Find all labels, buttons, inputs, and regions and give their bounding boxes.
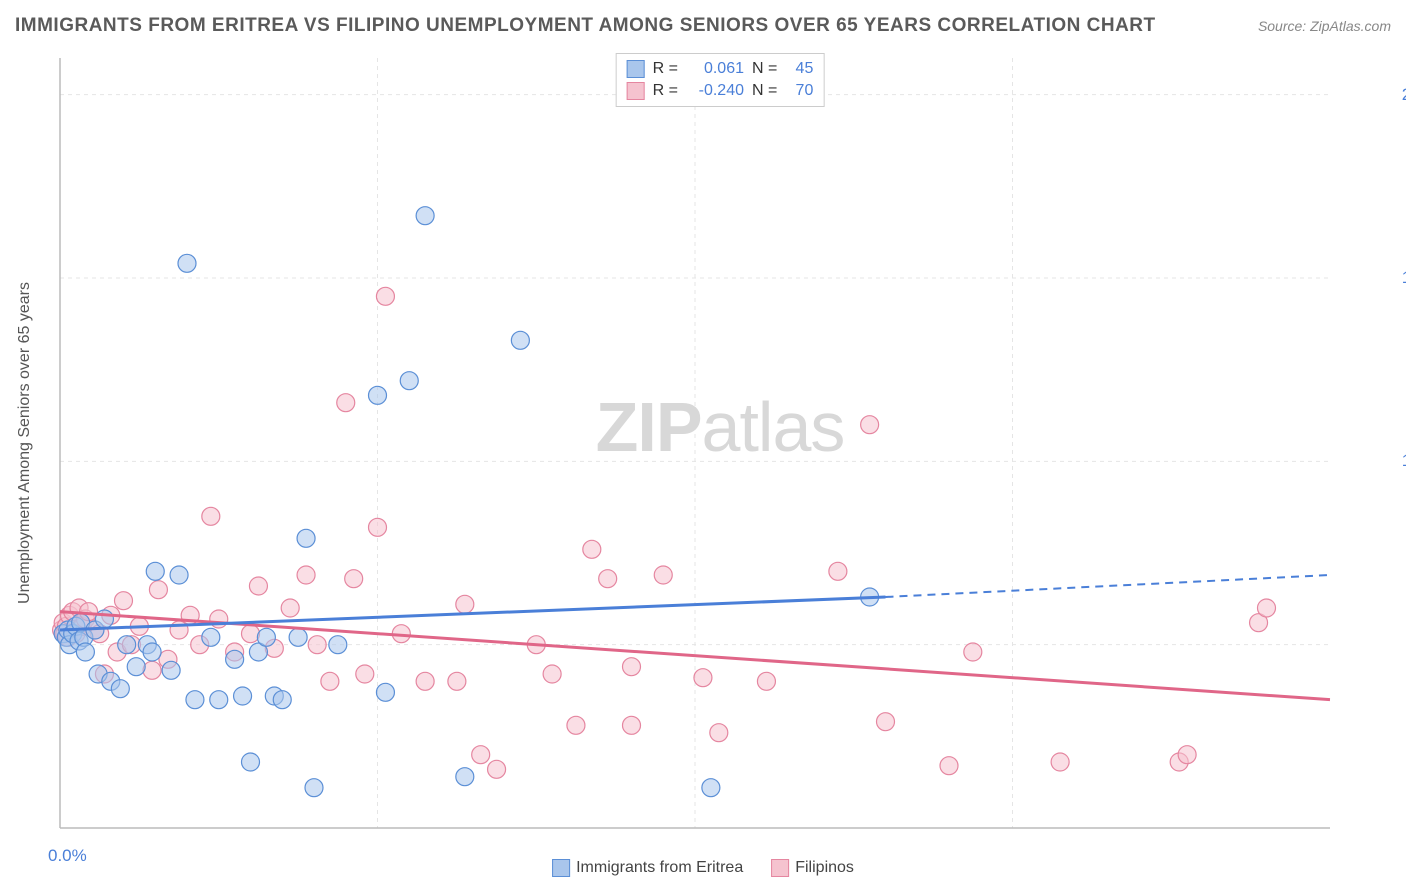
r-label: R = — [653, 60, 678, 78]
n-label-2: N = — [752, 82, 777, 100]
series-legend: Immigrants from Eritrea Filipinos — [552, 859, 854, 877]
r-value-filipinos: -0.240 — [686, 82, 744, 100]
source-name: ZipAtlas.com — [1310, 18, 1391, 34]
r-label-2: R = — [653, 82, 678, 100]
swatch-filipinos-bottom — [771, 859, 789, 877]
chart-header: IMMIGRANTS FROM ERITREA VS FILIPINO UNEM… — [15, 15, 1391, 37]
source-prefix: Source: — [1258, 18, 1310, 34]
stats-row-filipinos: R = -0.240 N = 70 — [627, 80, 814, 102]
y-tick-label: 20.0% — [1402, 85, 1406, 105]
stats-legend-box: R = 0.061 N = 45 R = -0.240 N = 70 — [616, 53, 825, 107]
y-axis-label: Unemployment Among Seniors over 65 years — [16, 282, 34, 604]
y-tick-label: 15.0% — [1402, 268, 1406, 288]
chart-area: Unemployment Among Seniors over 65 years… — [50, 48, 1390, 838]
stats-row-eritrea: R = 0.061 N = 45 — [627, 58, 814, 80]
legend-label-filipinos: Filipinos — [795, 859, 854, 877]
swatch-eritrea — [627, 60, 645, 78]
swatch-filipinos — [627, 82, 645, 100]
legend-item-filipinos: Filipinos — [771, 859, 854, 877]
scatter-plot — [50, 48, 1390, 838]
legend-item-eritrea: Immigrants from Eritrea — [552, 859, 743, 877]
chart-title: IMMIGRANTS FROM ERITREA VS FILIPINO UNEM… — [15, 15, 1156, 37]
source-attribution: Source: ZipAtlas.com — [1258, 18, 1391, 34]
n-label: N = — [752, 60, 777, 78]
n-value-eritrea: 45 — [785, 60, 813, 78]
legend-label-eritrea: Immigrants from Eritrea — [576, 859, 743, 877]
n-value-filipinos: 70 — [785, 82, 813, 100]
x-axis-min-label: 0.0% — [48, 846, 87, 866]
r-value-eritrea: 0.061 — [686, 60, 744, 78]
swatch-eritrea-bottom — [552, 859, 570, 877]
y-tick-label: 10.0% — [1402, 451, 1406, 471]
